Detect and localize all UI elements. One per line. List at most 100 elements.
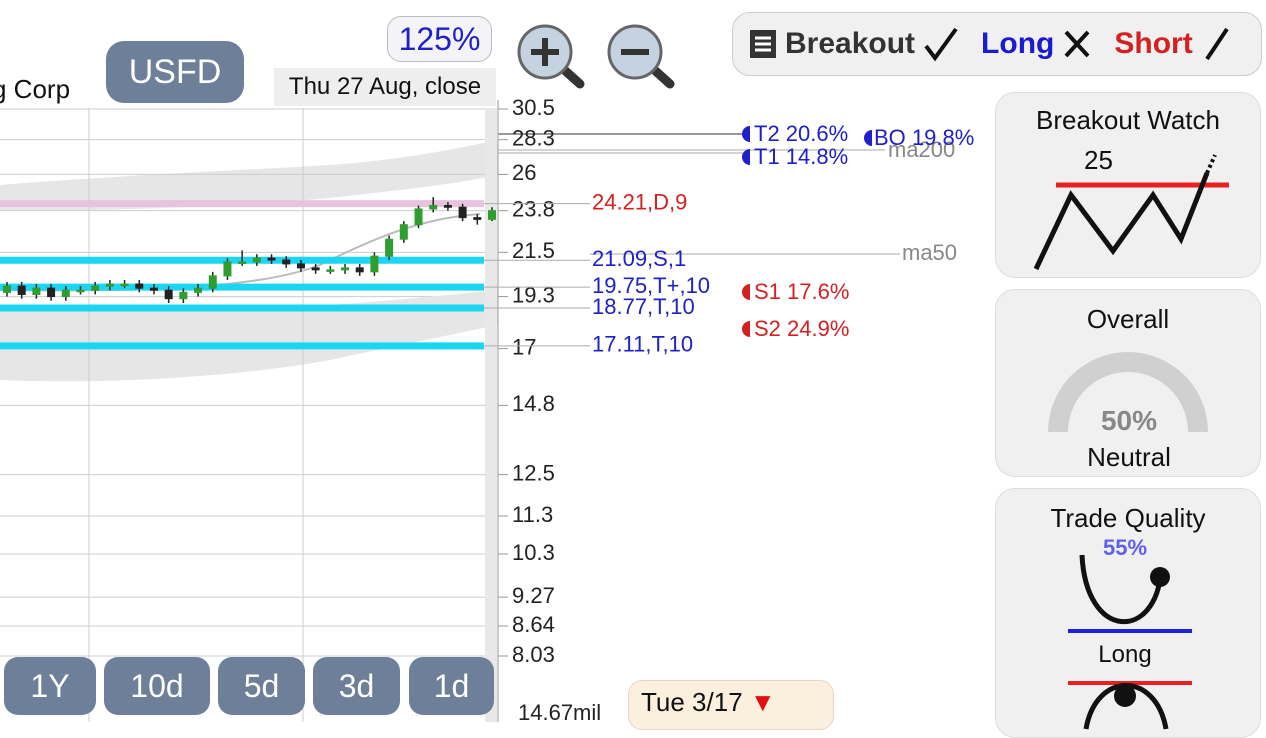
candle-body — [414, 208, 423, 226]
candle-body — [164, 289, 173, 300]
quality-icon — [1068, 554, 1192, 730]
candle-body — [385, 238, 394, 257]
y-tick-label: 14.8 — [512, 391, 555, 416]
zoom-level[interactable]: 125% — [387, 16, 492, 62]
panel-value: 25 — [1084, 145, 1113, 175]
marker — [742, 126, 750, 142]
candle-body — [17, 285, 26, 295]
range-button[interactable]: 1Y — [4, 657, 96, 715]
breakout-watch-panel[interactable]: Breakout Watch 25 — [995, 92, 1261, 278]
overall-panel[interactable]: Overall 50% Neutral — [995, 289, 1261, 477]
y-tick-label: 8.03 — [512, 642, 555, 667]
candle-body — [341, 267, 350, 271]
range-button[interactable]: 1d — [409, 657, 494, 715]
candle-body — [3, 285, 11, 293]
ma200-label: ma200 — [888, 137, 955, 162]
y-tick-label: 12.5 — [512, 460, 555, 485]
check-icon — [924, 27, 958, 62]
volume-label: 14.67mil — [518, 700, 601, 722]
candle-body — [311, 267, 320, 271]
candle-body — [135, 283, 144, 289]
footer-arrow: ▼ — [749, 687, 776, 717]
candle-body — [399, 224, 408, 240]
range-button[interactable]: 10d — [104, 657, 210, 715]
panel-title: Overall — [1086, 304, 1170, 334]
panel-value: 55% — [1102, 535, 1148, 560]
panel-status: Neutral — [1087, 442, 1171, 472]
candle-body — [355, 267, 364, 273]
panel-status: Long — [1098, 641, 1152, 668]
long-tab[interactable]: Long — [981, 27, 1055, 60]
y-tick-label: 17 — [512, 334, 536, 359]
y-tick-label: 8.64 — [512, 612, 555, 637]
toolbar: Breakout Long Short — [732, 12, 1262, 76]
candle-body — [47, 287, 56, 298]
candle-body — [252, 257, 261, 263]
zoom-out[interactable] — [607, 24, 675, 89]
candle-body — [61, 289, 70, 298]
trade-quality-panel[interactable]: Trade Quality 55% Long — [995, 488, 1261, 738]
candle-body — [120, 283, 129, 287]
company-name: g Corp — [0, 74, 71, 104]
footer-date-box[interactable]: Tue 3/17 ▼ — [628, 680, 834, 730]
marker — [742, 284, 750, 300]
short-tab[interactable]: Short — [1114, 27, 1193, 60]
candle-body — [208, 275, 217, 289]
candle-body — [326, 269, 335, 272]
candle-body — [194, 287, 203, 293]
range-button[interactable]: 3d — [313, 657, 400, 715]
stop-label: S1 17.6% — [754, 279, 849, 304]
panel-title: Breakout Watch — [1035, 105, 1220, 135]
y-tick-label: 23.8 — [512, 196, 555, 221]
candle-body — [443, 205, 452, 208]
y-tick-label: 10.3 — [512, 540, 555, 565]
ma50-label: ma50 — [902, 240, 957, 265]
y-tick-label: 9.27 — [512, 583, 555, 608]
marker — [742, 149, 750, 165]
marker — [864, 130, 872, 146]
level-label: 24.21,D,9 — [592, 189, 687, 214]
y-tick-label: 28.3 — [512, 125, 555, 150]
panel-value: 50% — [1100, 405, 1158, 436]
y-tick-label: 19.3 — [512, 282, 555, 307]
candle-body — [370, 255, 379, 273]
zoom-in[interactable] — [517, 24, 585, 89]
y-tick-label: 30.5 — [512, 95, 555, 120]
marker — [742, 321, 750, 337]
chart: ma200 ma50 T2 20.6% BO 19.8% T1 14.8% S1… — [0, 24, 974, 722]
candle-body — [238, 261, 247, 264]
level-label: 21.09,S,1 — [592, 246, 686, 271]
menu-icon[interactable] — [749, 29, 777, 59]
candle-body — [76, 289, 85, 293]
y-tick-label: 11.3 — [512, 502, 553, 527]
level-label: 19.75,T+,10 — [592, 273, 710, 298]
lower-band — [0, 290, 498, 382]
range-button[interactable]: 5d — [218, 657, 305, 715]
page: ma200 ma50 T2 20.6% BO 19.8% T1 14.8% S1… — [0, 12, 1262, 738]
slash-icon — [1205, 27, 1229, 61]
ma200-band — [0, 140, 498, 211]
candle-body — [296, 263, 305, 269]
target-label: T1 14.8% — [754, 144, 848, 169]
candle-body — [282, 259, 291, 265]
footer-date: Tue 3/17 — [641, 687, 743, 717]
candle-body — [179, 291, 188, 300]
candle-body — [458, 206, 467, 219]
breakout-tab[interactable]: Breakout — [785, 27, 916, 60]
candle-body — [267, 257, 276, 261]
y-tick-label: 26 — [512, 160, 536, 185]
candle-body — [91, 285, 100, 291]
candle-body — [473, 217, 482, 220]
date-label: Thu 27 Aug, close — [274, 68, 496, 106]
y-tick-label: 21.5 — [512, 238, 555, 263]
cross-icon — [1064, 30, 1090, 58]
candle-body — [149, 287, 158, 291]
level-label: 17.11,T,10 — [592, 332, 693, 357]
panel-title: Trade Quality — [1050, 503, 1206, 533]
breakout-icon — [1033, 154, 1229, 271]
gauge — [1048, 352, 1208, 432]
scrollbar[interactable] — [485, 108, 497, 722]
ticker-button[interactable]: USFD — [106, 41, 244, 103]
target-label: T2 20.6% — [754, 121, 848, 146]
target-label: BO 19.8% — [874, 125, 974, 150]
